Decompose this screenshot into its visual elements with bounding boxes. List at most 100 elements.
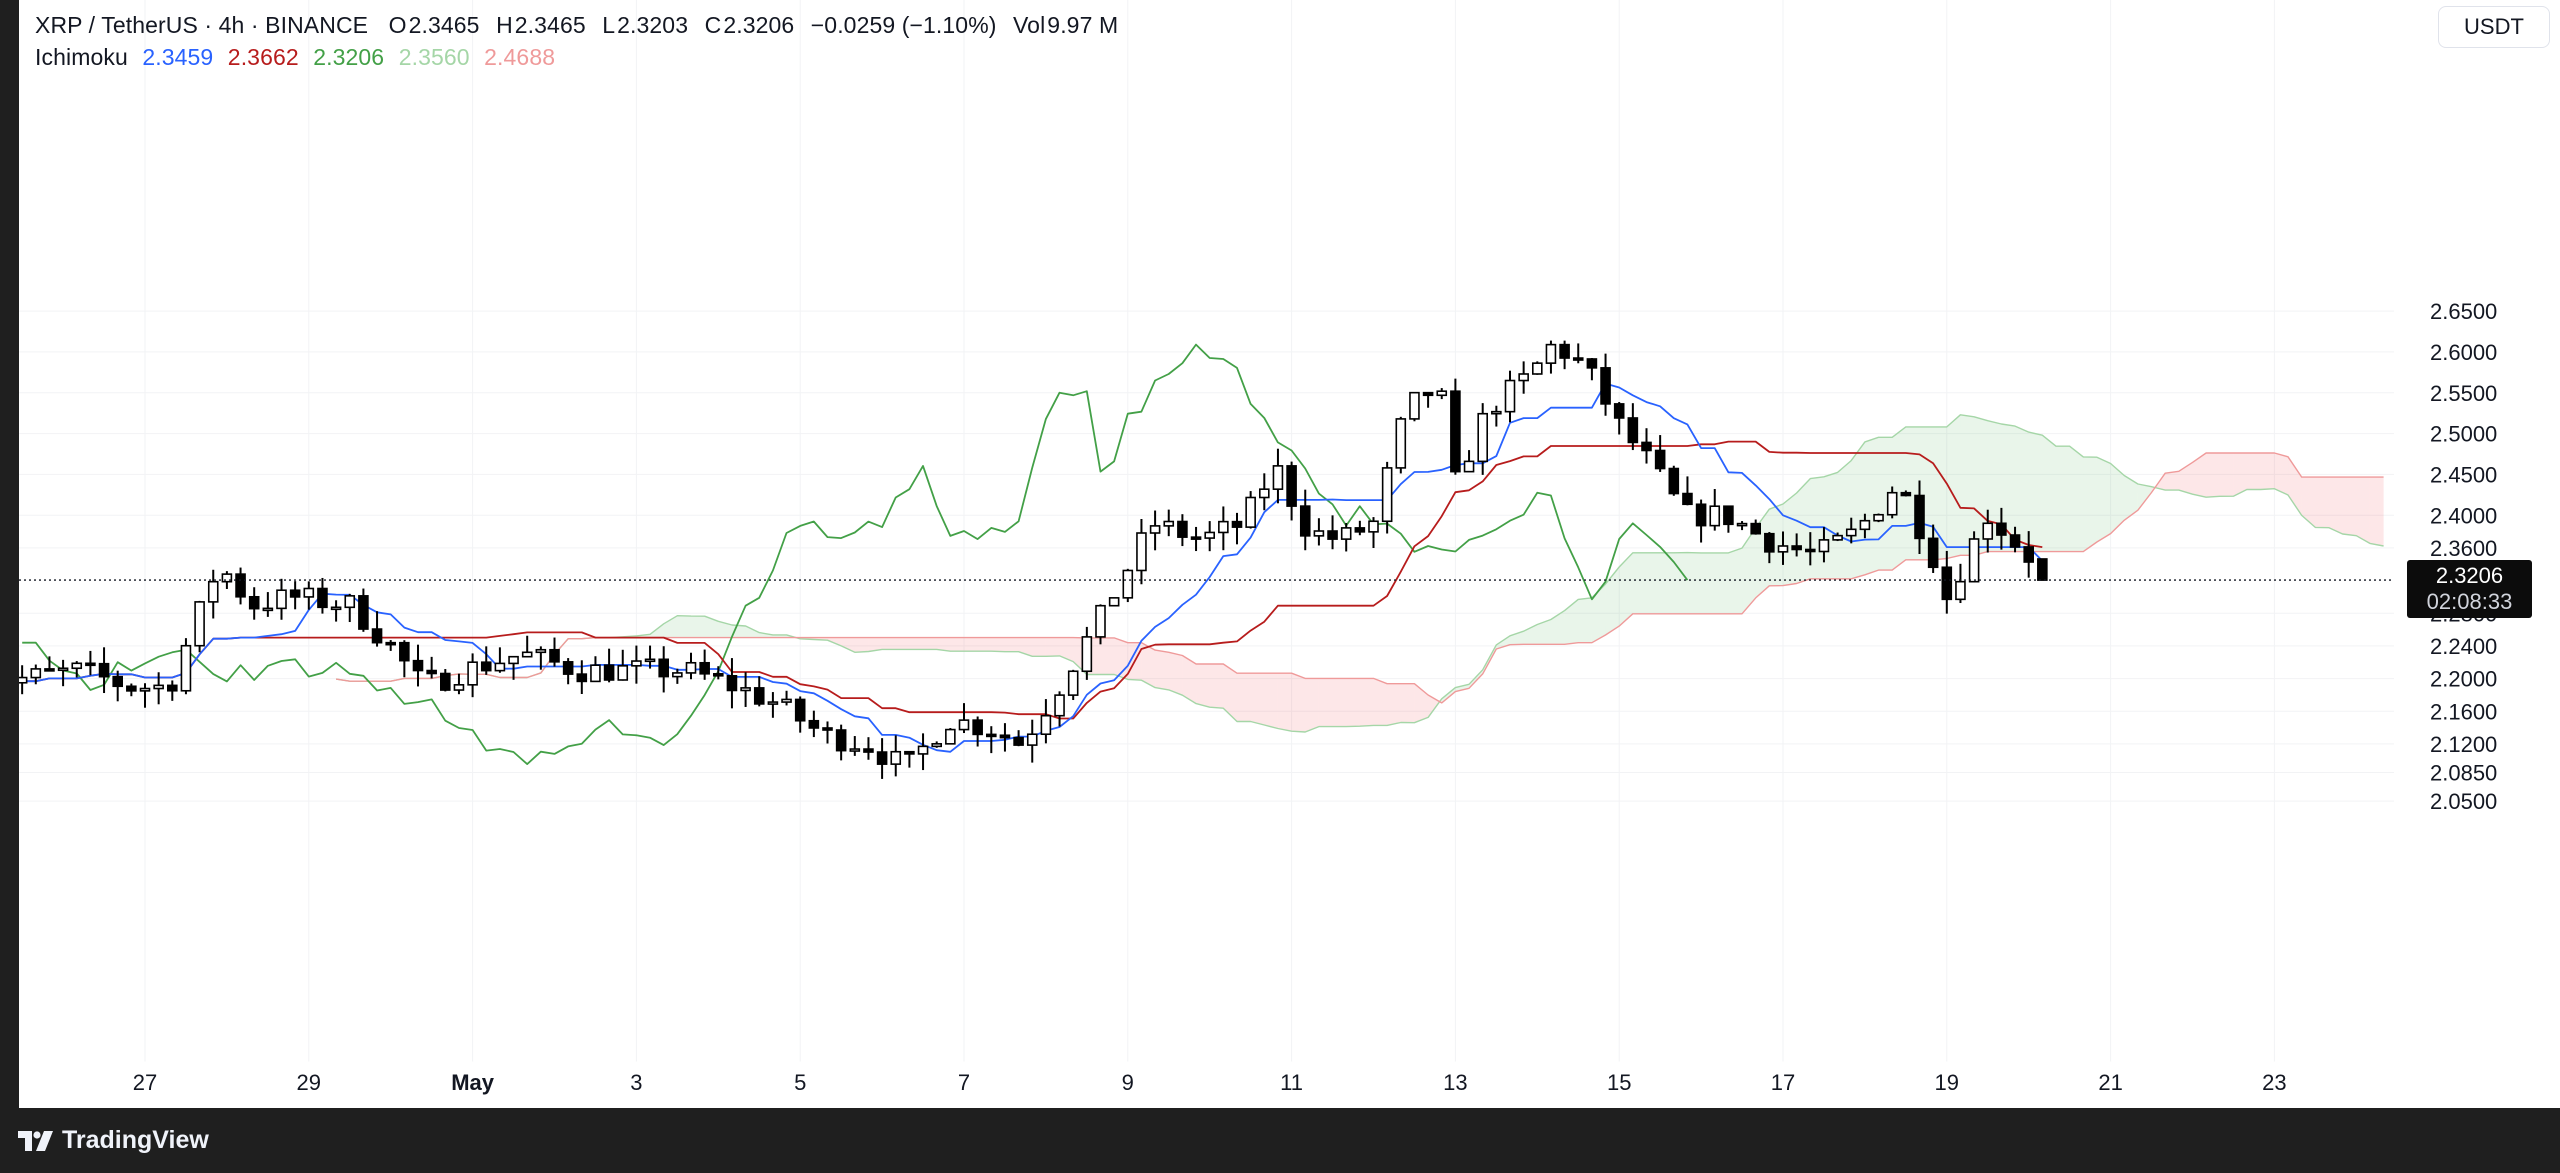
candle-down <box>808 710 820 738</box>
candle-down <box>412 644 424 687</box>
candle-up <box>1545 340 1557 374</box>
cloud-segment <box>1728 548 1743 614</box>
cloud-segment <box>2233 452 2248 497</box>
candle-up <box>1873 513 1884 523</box>
candle-body <box>945 728 956 745</box>
candle-body <box>1122 569 1134 599</box>
candle-down <box>1668 465 1680 496</box>
cloud-segment <box>936 637 951 652</box>
close-value: 2.3206 <box>723 12 795 38</box>
cloud-segment <box>1277 673 1292 732</box>
candle-body <box>1231 520 1243 528</box>
candle-up <box>1395 416 1407 474</box>
candle-up <box>1709 489 1721 531</box>
candle-body <box>1409 391 1420 420</box>
leading-span-b-line <box>335 452 2384 704</box>
candle-down <box>1422 391 1434 408</box>
candle-body <box>2009 534 2021 548</box>
indicator-name[interactable]: Ichimoku <box>35 44 128 70</box>
symbol-title[interactable]: XRP / TetherUS · 4h · BINANCE <box>35 12 369 38</box>
candle-body <box>1067 670 1079 696</box>
candle-body <box>1272 465 1284 490</box>
candle-body <box>1532 362 1543 375</box>
cloud-segment <box>1605 566 1620 635</box>
candle-up <box>1955 563 1966 604</box>
cloud-segment <box>1250 673 1265 725</box>
candle-up <box>1886 486 1898 519</box>
cloud-segment <box>1796 478 1811 584</box>
cloud-segment <box>1032 637 1046 657</box>
candle-up <box>1095 604 1106 645</box>
candle-body <box>1491 410 1502 415</box>
candle-down <box>371 611 383 647</box>
candle-down <box>235 567 246 605</box>
cloud-segment <box>677 615 691 638</box>
candle-body <box>1545 343 1557 364</box>
cloud-segment <box>991 637 1005 652</box>
candle-body <box>262 607 274 612</box>
candle-up <box>1463 450 1475 473</box>
candle-body <box>726 675 738 692</box>
candle-body <box>1996 522 2007 536</box>
candle-up <box>303 581 315 610</box>
candle-body <box>972 719 983 736</box>
candle-body <box>617 665 629 681</box>
candle-body <box>467 661 478 686</box>
candle-body <box>71 662 83 670</box>
candle-body <box>1108 597 1120 607</box>
candle-down <box>726 658 738 709</box>
cloud-segment <box>1632 552 1647 614</box>
cloud-segment <box>1359 678 1374 727</box>
candle-down <box>289 581 301 610</box>
candle-up <box>221 571 233 589</box>
cloud-segment <box>2110 463 2125 534</box>
candle-up <box>1136 519 1147 585</box>
cloud-segment <box>704 616 719 638</box>
candle-body <box>631 660 642 667</box>
candle-down <box>126 683 137 697</box>
tradingview-logo-icon <box>18 1130 53 1151</box>
chart-pane[interactable]: 2.6500 2.6000 2.5500 2.5000 2.4500 2.4000 2.36… <box>19 0 2560 1108</box>
candle-up <box>890 735 902 777</box>
candle-up <box>685 652 697 680</box>
candle-down <box>904 750 915 768</box>
candle-up <box>139 683 151 708</box>
candle-body <box>1900 491 1912 497</box>
candle-up <box>945 728 956 745</box>
cloud-segment <box>1864 437 1879 575</box>
candle-body <box>576 673 588 683</box>
candle-up <box>1259 473 1270 511</box>
cloud-segment <box>1237 673 1251 722</box>
time-axis-label: 19 <box>1935 1070 1959 1095</box>
candle-body <box>917 745 929 755</box>
candle-body <box>1327 530 1338 540</box>
candle-up <box>330 600 342 622</box>
candle-body <box>876 751 888 765</box>
candle-up <box>1218 506 1229 551</box>
candle-body <box>207 580 219 603</box>
footer-bar: TradingView <box>0 1108 2560 1173</box>
candle-down <box>1941 550 1953 614</box>
time-axis-label: 3 <box>630 1070 642 1095</box>
cloud-segment <box>1701 552 1715 614</box>
candle-body <box>317 587 328 609</box>
price-chart[interactable]: 2.6500 2.6000 2.5500 2.5000 2.4500 2.4000 2.36… <box>19 0 2560 1108</box>
candle-body <box>1422 391 1434 397</box>
currency-button[interactable]: USDT <box>2438 6 2550 48</box>
cloud-segment <box>1373 678 1388 726</box>
candle-body <box>85 662 96 667</box>
time-axis-label: 21 <box>2098 1070 2122 1095</box>
indicator-legend[interactable]: Ichimoku 2.3459 2.3662 2.3206 2.3560 2.4… <box>35 44 555 71</box>
candle-body <box>1668 467 1680 495</box>
cloud-segment <box>2028 432 2043 552</box>
candle-body <box>1627 417 1639 444</box>
cloud-segment <box>2137 484 2152 511</box>
candle-body <box>235 573 246 598</box>
candle-body <box>1190 536 1202 540</box>
candle-body <box>1381 467 1393 523</box>
candle-up <box>1436 388 1448 400</box>
lagging-span-line <box>22 343 1689 765</box>
candle-body <box>344 595 356 609</box>
candle-up <box>276 578 287 620</box>
tradingview-logo[interactable]: TradingView <box>18 1126 209 1155</box>
